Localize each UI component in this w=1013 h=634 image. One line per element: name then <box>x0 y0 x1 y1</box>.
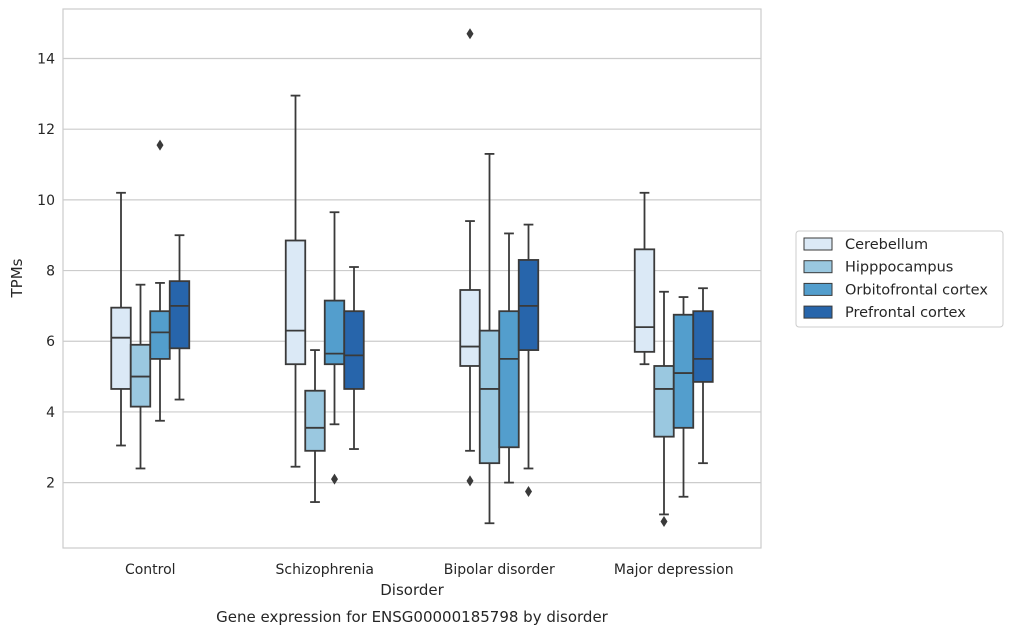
outlier-point <box>525 485 532 497</box>
x-tick-label: Major depression <box>614 562 734 578</box>
outlier-point <box>331 473 338 485</box>
legend-swatch <box>803 260 833 274</box>
legend-label: Cerebellum <box>845 237 928 253</box>
box-plot <box>633 191 656 366</box>
x-tick-labels: Control Schizophrenia Bipolar disorder Majo… <box>125 562 734 578</box>
x-axis-label: Disorder <box>380 581 444 599</box>
box-plot <box>343 266 365 450</box>
box-plot <box>284 94 307 468</box>
box-iqr <box>304 389 326 452</box>
box-iqr <box>323 299 346 366</box>
y-tick-label: 8 <box>46 264 55 280</box>
box-iqr <box>692 310 714 383</box>
chart-caption: Gene expression for ENSG00000185798 by d… <box>216 608 609 626</box>
box-iqr <box>110 306 132 390</box>
box-plot <box>478 153 501 525</box>
box-iqr <box>168 280 191 350</box>
box-plot <box>168 234 191 401</box>
outlier-point <box>466 28 474 40</box>
outlier-point <box>156 139 164 151</box>
legend-label: Orbitofrontal cortex <box>845 282 988 298</box>
box-iqr <box>284 239 307 366</box>
box-plot <box>459 28 481 487</box>
legend-swatch <box>803 282 833 296</box>
x-tick-label: Control <box>125 562 176 578</box>
box-plot <box>498 232 520 484</box>
y-axis-label: TPMs <box>8 258 26 298</box>
legend-frame <box>795 230 1004 328</box>
y-tick-label: 4 <box>46 405 55 421</box>
y-tick-label: 14 <box>37 51 55 67</box>
y-tick-label: 10 <box>37 193 55 209</box>
legend: Cerebellum Hipppocampus Orbitofrontal cort… <box>795 230 1004 328</box>
outlier-point <box>466 475 474 487</box>
y-tick-label: 2 <box>46 476 55 492</box>
box-plot <box>672 296 695 498</box>
box-plot <box>517 223 540 497</box>
box-iqr <box>459 289 481 367</box>
y-tick-label: 12 <box>37 122 55 138</box>
box-plot <box>129 283 152 470</box>
box-plot <box>110 191 132 447</box>
box-plot <box>304 349 326 503</box>
box-plot <box>653 290 675 527</box>
legend-swatch <box>803 305 833 319</box>
box-iqr <box>672 313 695 429</box>
box-plot <box>323 211 346 485</box>
box-plots <box>110 28 714 527</box>
box-plot <box>149 139 171 422</box>
outlier-point <box>660 515 668 527</box>
legend-label: Hipppocampus <box>845 260 953 276</box>
x-tick-label: Bipolar disorder <box>444 562 555 578</box>
box-iqr <box>653 365 675 438</box>
box-iqr <box>498 310 520 449</box>
box-plot <box>692 287 714 465</box>
box-iqr <box>633 248 656 353</box>
y-tick-labels: 2 4 6 8 10 12 14 <box>37 51 55 491</box>
legend-swatch <box>803 237 833 251</box>
box-iqr <box>478 329 501 465</box>
legend-label: Prefrontal cortex <box>845 305 966 321</box>
box-iqr <box>149 310 171 360</box>
x-tick-label: Schizophrenia <box>276 562 374 578</box>
box-iqr <box>343 310 365 390</box>
plot-frame <box>62 8 762 549</box>
y-tick-label: 6 <box>46 334 55 350</box>
